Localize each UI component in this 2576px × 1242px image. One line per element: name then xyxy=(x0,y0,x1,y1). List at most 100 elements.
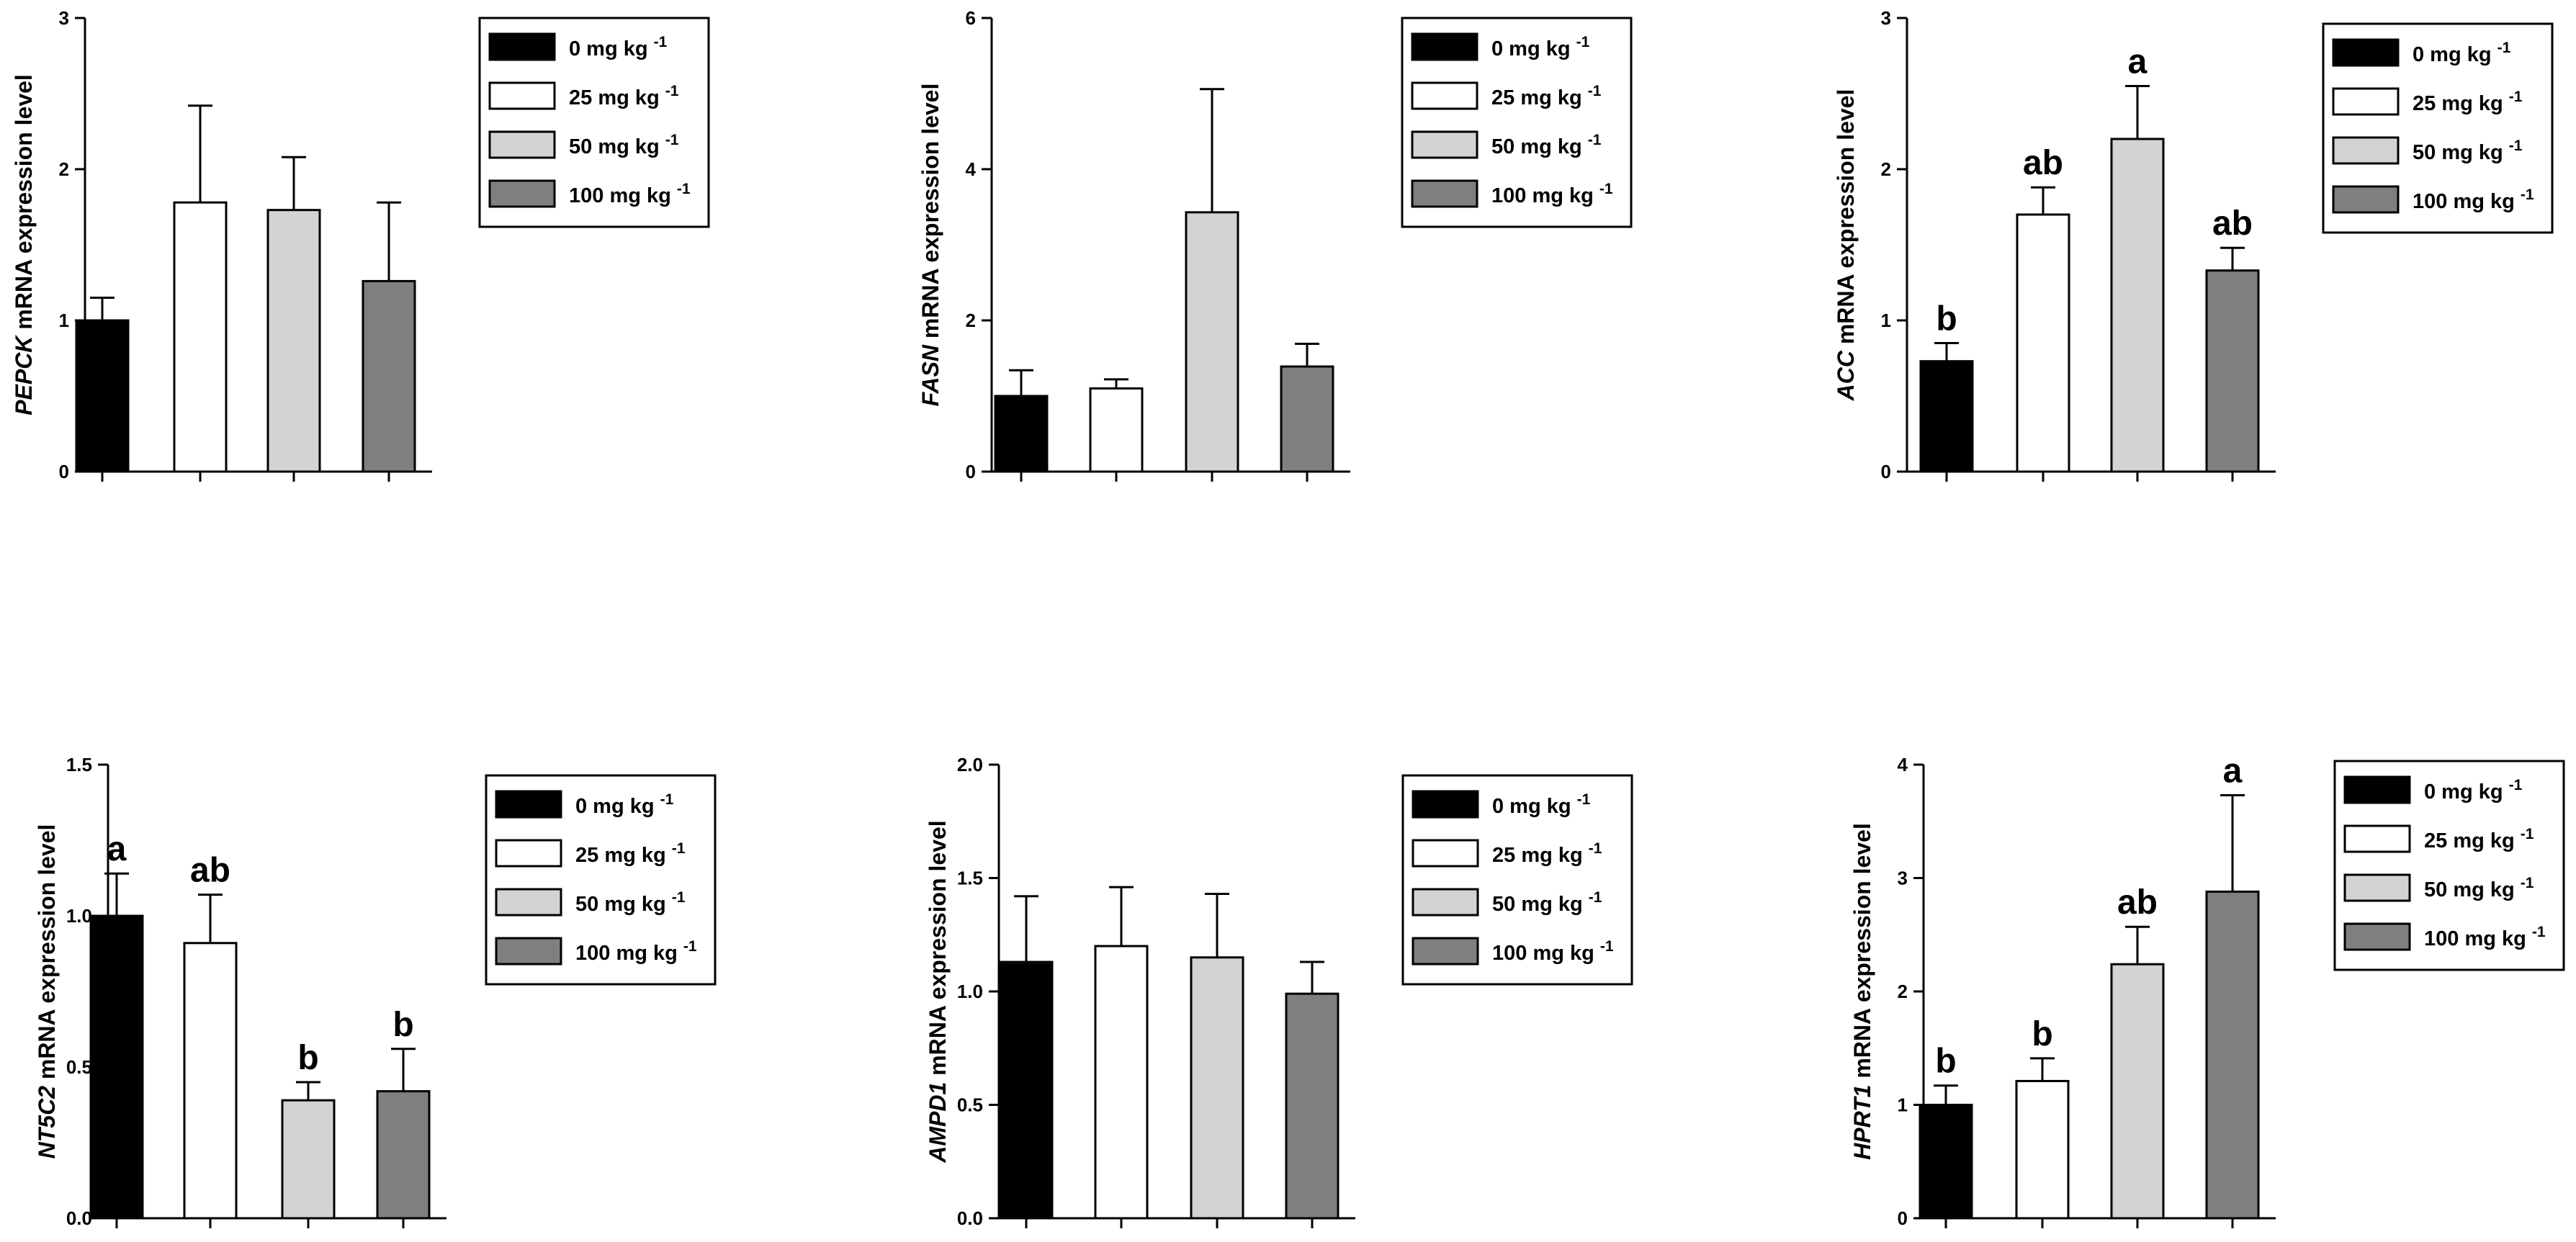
legend-swatch xyxy=(488,179,556,208)
legend-label: 100 mg kg -1 xyxy=(569,181,691,207)
legend-label: 100 mg kg -1 xyxy=(1491,181,1613,207)
significance-letter: b xyxy=(392,1006,413,1044)
legend-label-main: 50 mg kg xyxy=(2413,141,2509,164)
y-axis-label: ACC mRNA expression level xyxy=(1833,89,1859,402)
bar-nt5c2-0 xyxy=(89,914,144,1220)
significance-letter: a xyxy=(2223,752,2243,791)
y-axis-label-suffix: mRNA expression level xyxy=(917,84,943,345)
y-tick-label: 1.0 xyxy=(957,981,983,1002)
y-tick-label: 1 xyxy=(59,310,69,331)
significance-letter: a xyxy=(2128,43,2148,81)
legend-label: 100 mg kg -1 xyxy=(575,938,697,965)
legend-label: 0 mg kg -1 xyxy=(569,34,668,60)
y-axis-label-suffix: mRNA expression level xyxy=(1849,823,1875,1084)
legend-label-main: 0 mg kg xyxy=(569,37,654,60)
legend-label: 25 mg kg -1 xyxy=(575,840,686,867)
significance-letter: b xyxy=(2032,1015,2052,1053)
legend-label-superscript: -1 xyxy=(1589,840,1602,857)
y-tick-label: 4 xyxy=(1898,754,1908,775)
y-tick-label: 1.5 xyxy=(957,868,983,889)
y-axis-label-suffix: mRNA expression level xyxy=(1833,89,1859,351)
legend-label-superscript: -1 xyxy=(1577,791,1591,808)
significance-letter: b xyxy=(297,1039,318,1077)
legend-label-main: 0 mg kg xyxy=(2424,780,2509,804)
legend-label-main: 25 mg kg xyxy=(1492,844,1589,867)
legend-label-superscript: -1 xyxy=(2498,40,2511,56)
legend-swatch xyxy=(2343,775,2411,804)
legend-swatch xyxy=(488,130,556,159)
y-axis-label: FASN mRNA expression level xyxy=(917,84,943,407)
gene-name: PEPCK xyxy=(11,334,37,415)
significance-letter: ab xyxy=(2212,204,2253,243)
legend-swatch xyxy=(1411,81,1478,110)
legend-swatch xyxy=(488,81,556,110)
legend-label-superscript: -1 xyxy=(2521,186,2534,203)
legend-label-main: 25 mg kg xyxy=(575,844,672,867)
legend-label: 25 mg kg -1 xyxy=(2413,89,2523,115)
legend-label-superscript: -1 xyxy=(665,132,679,148)
legend-label: 100 mg kg -1 xyxy=(1492,938,1614,965)
legend-label-superscript: -1 xyxy=(2509,89,2523,105)
legend-label-main: 100 mg kg xyxy=(1491,184,1599,207)
legend-label: 0 mg kg -1 xyxy=(575,791,674,818)
legend-swatch xyxy=(2343,922,2411,951)
bar-acc-0 xyxy=(1919,360,1974,473)
bar-hprt1-2 xyxy=(2110,963,2165,1220)
y-tick-label: 2 xyxy=(59,158,69,180)
legend-label-main: 50 mg kg xyxy=(2424,878,2521,901)
bar-acc-3 xyxy=(2205,269,2260,473)
bar-hprt1-1 xyxy=(2015,1079,2070,1220)
y-tick-label: 1.5 xyxy=(66,754,92,775)
legend-swatch xyxy=(495,937,562,966)
legend-label: 50 mg kg -1 xyxy=(2413,138,2523,164)
bar-fasn-1 xyxy=(1089,387,1144,473)
legend-swatch xyxy=(1411,130,1478,159)
bar-ampd1-3 xyxy=(1285,992,1339,1220)
legend-label-superscript: -1 xyxy=(654,34,668,50)
legend-swatch xyxy=(2332,38,2400,67)
legend-swatch xyxy=(1411,179,1478,208)
y-tick-label: 0.5 xyxy=(66,1056,92,1078)
panel-acc: 0 1 2 3 ACC mRNA expression level b ab a ab 0 mg … xyxy=(1833,7,2554,482)
legend-label-superscript: -1 xyxy=(2521,826,2534,842)
legend-label-superscript: -1 xyxy=(1599,181,1613,197)
gene-name: HPRT1 xyxy=(1849,1085,1875,1160)
y-tick-label: 1 xyxy=(1881,310,1891,331)
legend-label-main: 100 mg kg xyxy=(2413,190,2521,213)
y-axis-label: NT5C2 mRNA expression level xyxy=(34,824,60,1159)
legend-swatch xyxy=(2332,87,2400,116)
y-axis-label: HPRT1 mRNA expression level xyxy=(1849,823,1875,1160)
legend-label: 50 mg kg -1 xyxy=(1491,132,1602,158)
y-tick-label: 0 xyxy=(59,461,69,482)
bar-ampd1-0 xyxy=(999,960,1054,1220)
legend-swatch xyxy=(488,32,556,61)
bar-nt5c2-2 xyxy=(281,1099,336,1220)
bar-nt5c2-1 xyxy=(183,942,238,1220)
y-tick-label: 0 xyxy=(1881,461,1891,482)
y-tick-label: 0.0 xyxy=(957,1207,983,1229)
bar-pepck-3 xyxy=(362,279,416,473)
legend-label-main: 50 mg kg xyxy=(575,893,672,916)
y-axis-label-suffix: mRNA expression level xyxy=(925,820,951,1081)
legend-swatch xyxy=(495,888,562,917)
legend-label-superscript: -1 xyxy=(1600,938,1614,955)
significance-letter: a xyxy=(107,830,127,868)
panel-nt5c2: 0.0 0.5 1.0 1.5 NT5C2 mRNA expression level a… xyxy=(34,754,717,1229)
legend-label-main: 50 mg kg xyxy=(1491,135,1588,158)
legend-label-superscript: -1 xyxy=(1588,83,1602,99)
y-tick-label: 3 xyxy=(1881,7,1891,29)
y-tick-label: 3 xyxy=(1898,868,1908,889)
legend-label: 25 mg kg -1 xyxy=(1492,840,1602,867)
legend-label-main: 25 mg kg xyxy=(2424,829,2521,852)
legend-label-main: 25 mg kg xyxy=(569,86,665,109)
panel-ampd1: 0.0 0.5 1.0 1.5 2.0 AMPD1 mRNA expression lev… xyxy=(925,754,1633,1229)
legend-label-superscript: -1 xyxy=(1588,132,1602,148)
y-tick-label: 0.0 xyxy=(66,1207,92,1229)
legend-label: 0 mg kg -1 xyxy=(2424,777,2523,804)
legend-swatch xyxy=(2343,824,2411,853)
significance-letter: ab xyxy=(190,852,230,890)
